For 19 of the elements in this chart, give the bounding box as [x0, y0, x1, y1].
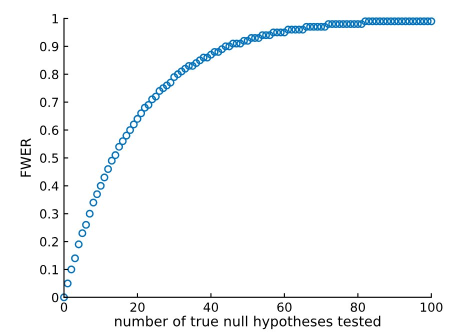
x-axis-title: number of true null hypotheses tested [115, 316, 380, 330]
x-tick-label: 40 [204, 302, 218, 312]
y-tick-label: 0.5 [40, 153, 58, 163]
x-tick-label: 80 [350, 302, 365, 312]
y-tick-label: 0.6 [40, 126, 58, 135]
x-tick-label: 100 [420, 302, 442, 312]
y-axis-title: FWER [20, 138, 31, 177]
x-tick-label: 20 [130, 302, 145, 312]
x-tick-label: 60 [277, 302, 292, 312]
x-tick-label: 0 [60, 302, 68, 312]
y-tick-label: 1 [52, 14, 58, 24]
y-tick-label: 0.8 [40, 70, 58, 80]
y-tick-label: 0 [52, 292, 58, 302]
y-tick-label: 0.2 [40, 237, 58, 247]
y-tick-label: 0.9 [40, 42, 58, 52]
y-tick-label: 0.7 [40, 98, 58, 108]
y-tick-label: 0.1 [40, 264, 58, 274]
y-tick-label: 0.4 [40, 181, 58, 191]
y-tick-label: 0.3 [40, 209, 58, 219]
